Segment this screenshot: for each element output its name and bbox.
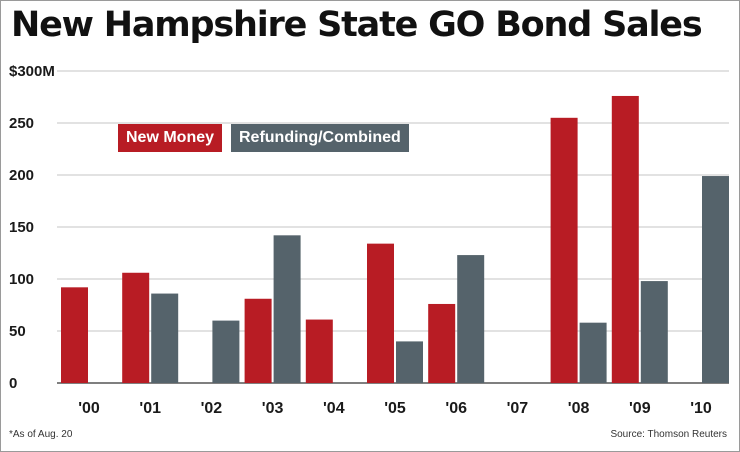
source-note: Source: Thomson Reuters — [610, 429, 727, 440]
y-tick-label: 0 — [9, 375, 17, 392]
x-tick-label: '05 — [384, 400, 406, 417]
bar-new-money — [367, 243, 394, 383]
bar-refunding — [212, 320, 240, 383]
chart-title: New Hampshire State GO Bond Sales — [11, 5, 703, 45]
bar-new-money — [550, 117, 578, 384]
bar-refunding — [702, 176, 729, 383]
x-tick-label: '02 — [201, 400, 223, 417]
x-tick-label: '08 — [568, 400, 590, 417]
x-tick-label: '04 — [323, 400, 345, 417]
bar-new-money — [428, 303, 456, 383]
y-tick-label: 150 — [9, 219, 34, 236]
x-tick-label: '07 — [507, 400, 529, 417]
bar-refunding — [457, 255, 485, 383]
x-tick-label: '00 — [78, 400, 100, 417]
bar-refunding — [273, 235, 301, 383]
bar-refunding — [151, 293, 179, 383]
y-tick-label: $300M — [9, 63, 55, 80]
y-tick-label: 200 — [9, 167, 34, 184]
y-tick-label: 250 — [9, 115, 34, 132]
bar-new-money — [61, 287, 88, 383]
bar-new-money — [122, 272, 150, 383]
legend-refunding-combined: Refunding/Combined — [231, 124, 409, 152]
x-tick-label: '01 — [139, 400, 161, 417]
bar-new-money — [244, 298, 272, 383]
x-tick-label: '06 — [445, 400, 467, 417]
legend-new-money: New Money — [118, 124, 223, 152]
x-tick-label: '10 — [690, 400, 712, 417]
x-tick-label: '03 — [262, 400, 284, 417]
y-tick-label: 100 — [9, 271, 34, 288]
x-tick-label: '09 — [629, 400, 651, 417]
bar-new-money — [305, 319, 333, 383]
bar-refunding — [396, 341, 423, 383]
footnote: *As of Aug. 20 — [9, 429, 73, 440]
y-tick-label: 50 — [9, 323, 26, 340]
bar-new-money — [611, 95, 639, 384]
bar-refunding — [640, 281, 668, 383]
bar-refunding — [579, 322, 607, 383]
